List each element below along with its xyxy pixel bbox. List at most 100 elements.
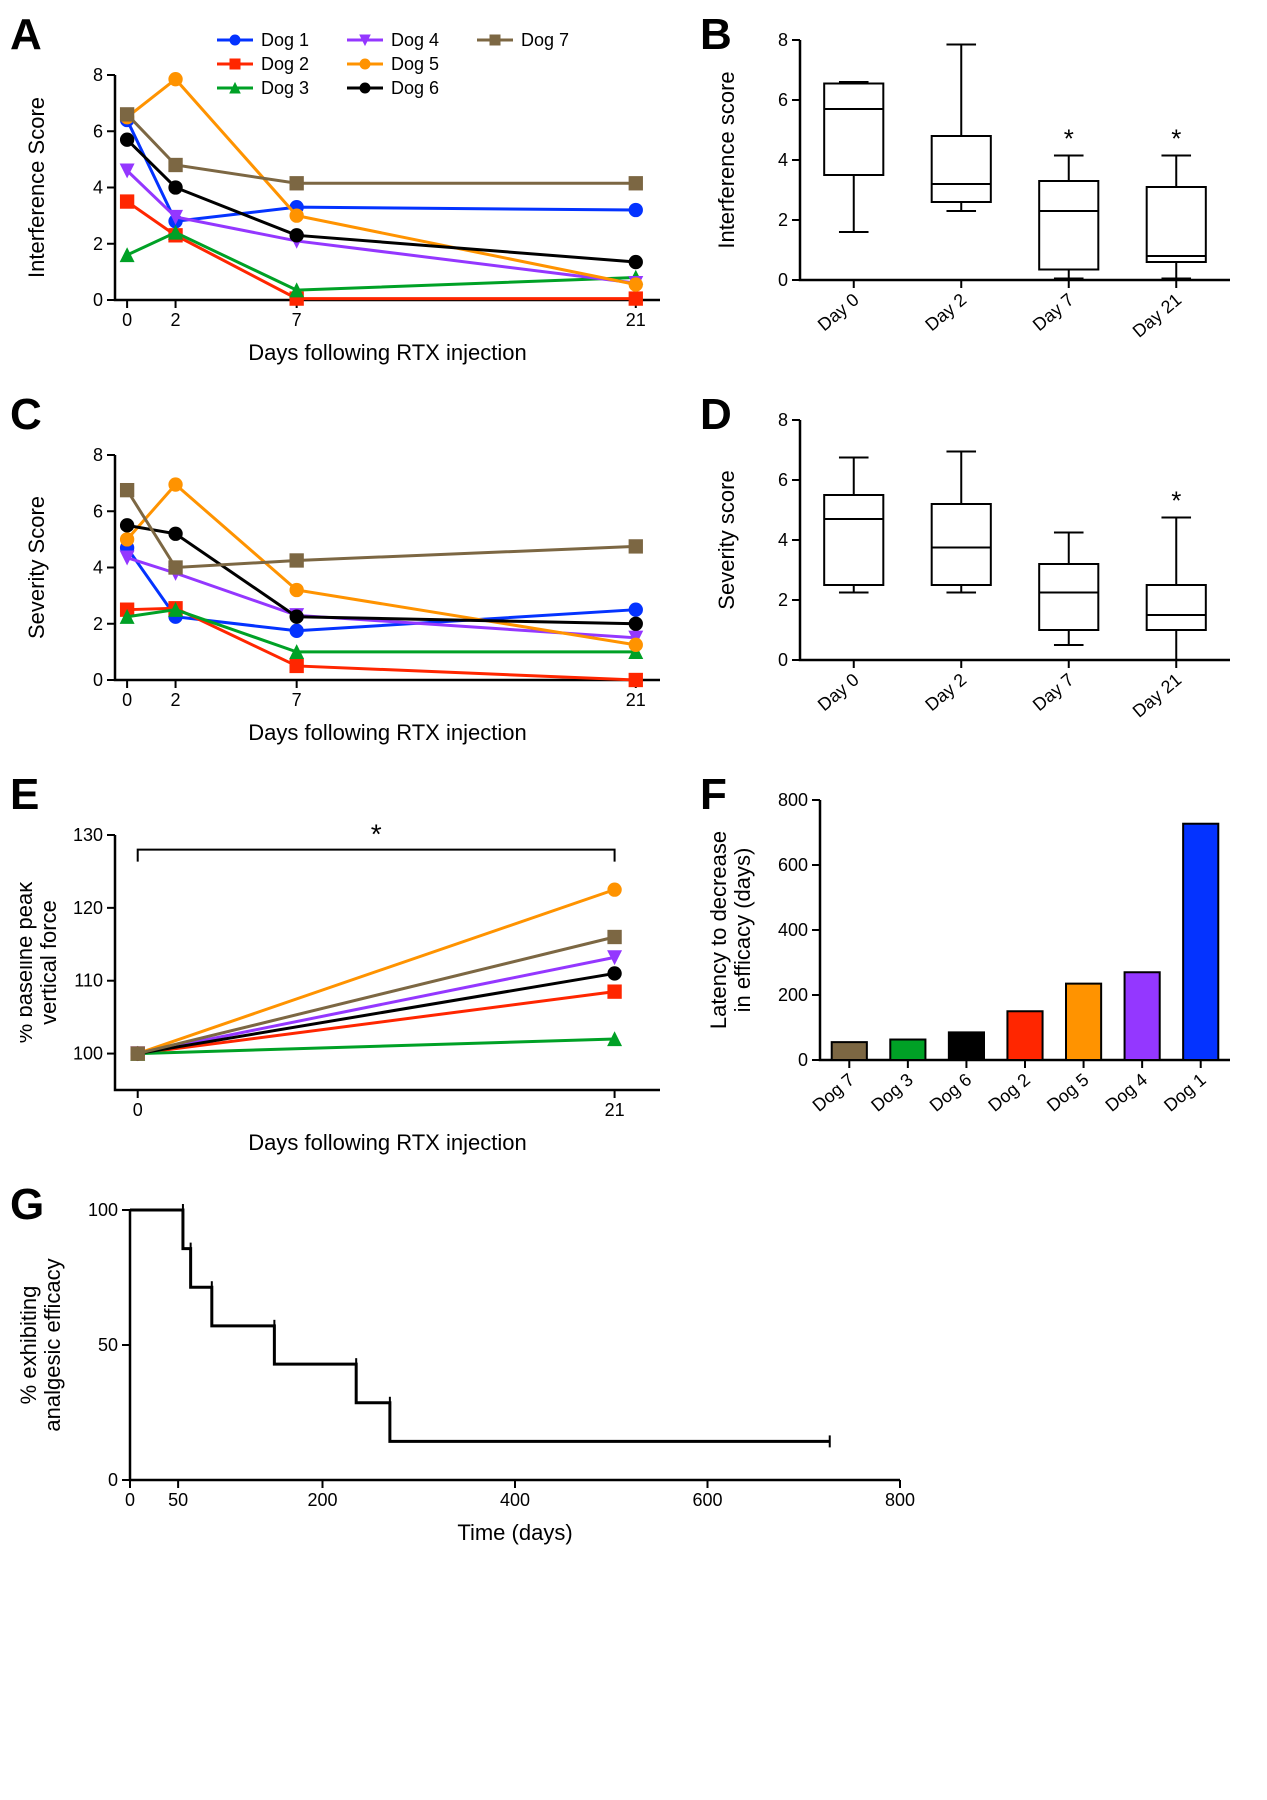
- svg-text:Dog 5: Dog 5: [1043, 1069, 1093, 1115]
- svg-text:Day 0: Day 0: [814, 669, 863, 715]
- panel-f: F 0200400600800Latency to decreasein eff…: [710, 780, 1250, 1160]
- panel-label-e: E: [10, 770, 39, 820]
- svg-text:Latency to decrease: Latency to decrease: [710, 831, 731, 1029]
- svg-text:0: 0: [778, 270, 788, 290]
- svg-text:4: 4: [93, 558, 103, 578]
- svg-text:Dog 2: Dog 2: [984, 1069, 1034, 1115]
- svg-text:Dog 7: Dog 7: [809, 1069, 859, 1115]
- svg-text:7: 7: [292, 690, 302, 710]
- svg-text:7: 7: [292, 310, 302, 330]
- svg-text:4: 4: [93, 178, 103, 198]
- svg-text:Day 21: Day 21: [1129, 289, 1186, 341]
- svg-text:Dog 1: Dog 1: [261, 30, 309, 50]
- svg-text:21: 21: [626, 310, 646, 330]
- svg-text:400: 400: [778, 920, 808, 940]
- svg-text:6: 6: [778, 90, 788, 110]
- svg-text:in efficacy (days): in efficacy (days): [730, 848, 755, 1013]
- svg-text:8: 8: [778, 30, 788, 50]
- chart-e-line: 100 110 120 130 0 21 Days following RTX inject…: [20, 780, 680, 1160]
- svg-text:200: 200: [778, 985, 808, 1005]
- svg-text:Time (days): Time (days): [457, 1520, 572, 1545]
- svg-text:% baseline peak: % baseline peak: [20, 881, 37, 1043]
- svg-text:21: 21: [626, 690, 646, 710]
- svg-text:0: 0: [93, 290, 103, 310]
- svg-text:600: 600: [692, 1490, 722, 1510]
- svg-text:analgesic efficacy: analgesic efficacy: [40, 1258, 65, 1431]
- svg-text:0: 0: [122, 310, 132, 330]
- svg-text:*: *: [371, 819, 382, 850]
- svg-text:2: 2: [93, 234, 103, 254]
- svg-text:Day 7: Day 7: [1029, 669, 1078, 715]
- svg-text:6: 6: [778, 470, 788, 490]
- panel-g: G 050100050200400600800Time (days)% exhi…: [20, 1190, 920, 1550]
- svg-text:0: 0: [798, 1050, 808, 1070]
- panel-label-b: B: [700, 10, 732, 60]
- svg-text:6: 6: [93, 121, 103, 141]
- svg-text:200: 200: [307, 1490, 337, 1510]
- svg-text:120: 120: [73, 898, 103, 918]
- svg-text:Severity score: Severity score: [714, 470, 739, 609]
- svg-text:0: 0: [93, 670, 103, 690]
- svg-text:*: *: [1171, 486, 1181, 516]
- panel-label-a: A: [10, 10, 42, 60]
- svg-text:Day 2: Day 2: [921, 289, 970, 335]
- panel-d: D 02468Severity scoreDay 0Day 2Day 7Day …: [710, 400, 1250, 750]
- svg-text:400: 400: [500, 1490, 530, 1510]
- svg-text:% exhibiting: % exhibiting: [20, 1286, 41, 1405]
- svg-text:Dog 3: Dog 3: [867, 1069, 917, 1115]
- svg-text:100: 100: [73, 1044, 103, 1064]
- svg-text:Dog 1: Dog 1: [1160, 1069, 1210, 1115]
- svg-text:800: 800: [778, 790, 808, 810]
- panel-b: B 02468Interference scoreDay 0Day 2Day 7…: [710, 20, 1250, 370]
- svg-text:0: 0: [133, 1100, 143, 1120]
- svg-text:Dog 4: Dog 4: [391, 30, 439, 50]
- svg-text:0: 0: [122, 690, 132, 710]
- svg-text:110: 110: [74, 971, 103, 991]
- panel-label-f: F: [700, 770, 727, 820]
- chart-b-box: 0 2 4 6 8 Interference score Day 0 Day 2 Day 7 Da…: [710, 20, 1250, 370]
- svg-text:Dog 6: Dog 6: [926, 1069, 976, 1115]
- svg-text:Dog 2: Dog 2: [261, 54, 309, 74]
- svg-text:4: 4: [778, 530, 788, 550]
- panel-label-d: D: [700, 390, 732, 440]
- svg-text:Dog 3: Dog 3: [261, 78, 309, 98]
- svg-text:Days following RTX injection: Days following RTX injection: [248, 1130, 526, 1155]
- svg-text:100: 100: [88, 1200, 118, 1220]
- svg-text:Dog 6: Dog 6: [391, 78, 439, 98]
- svg-text:50: 50: [98, 1335, 118, 1355]
- svg-text:Interference Score: Interference Score: [24, 97, 49, 278]
- chart-a-line: 0246802721Days following RTX injectionIn…: [20, 20, 680, 370]
- svg-text:8: 8: [93, 65, 103, 85]
- svg-text:*: *: [1171, 124, 1181, 154]
- svg-text:21: 21: [605, 1100, 625, 1120]
- chart-f-bar: 0 200 400 600 800 Latency to decreasein effic…: [710, 780, 1250, 1160]
- svg-text:0: 0: [125, 1490, 135, 1510]
- svg-text:50: 50: [168, 1490, 188, 1510]
- svg-text:130: 130: [73, 825, 103, 845]
- svg-text:Days following RTX injection: Days following RTX injection: [248, 720, 526, 745]
- svg-text:Interference score: Interference score: [714, 71, 739, 248]
- svg-text:*: *: [1064, 124, 1074, 154]
- svg-text:Day 0: Day 0: [814, 289, 863, 335]
- svg-text:Day 2: Day 2: [921, 669, 970, 715]
- svg-text:600: 600: [778, 855, 808, 875]
- svg-text:Day 21: Day 21: [1129, 669, 1186, 721]
- svg-text:4: 4: [778, 150, 788, 170]
- panel-a: A 0246802721Days following RTX injection…: [20, 20, 680, 370]
- panel-e: E 100110120130021Days following RTX inje…: [20, 780, 680, 1160]
- chart-d-box: 02468Severity scoreDay 0Day 2Day 7Day 21…: [710, 400, 1250, 750]
- svg-text:Day 7: Day 7: [1029, 289, 1078, 335]
- svg-text:Severity Score: Severity Score: [24, 496, 49, 639]
- svg-text:800: 800: [885, 1490, 915, 1510]
- figure-multipanel: A 0246802721Days following RTX injection…: [20, 20, 1267, 1550]
- svg-text:Dog 4: Dog 4: [1101, 1069, 1151, 1115]
- svg-text:2: 2: [778, 590, 788, 610]
- svg-text:Dog 7: Dog 7: [521, 30, 569, 50]
- svg-text:8: 8: [93, 445, 103, 465]
- svg-text:Days following RTX injection: Days following RTX injection: [248, 340, 526, 365]
- svg-text:2: 2: [171, 690, 181, 710]
- svg-text:2: 2: [778, 210, 788, 230]
- svg-text:vertical force: vertical force: [36, 900, 61, 1025]
- svg-text:2: 2: [93, 614, 103, 634]
- svg-text:8: 8: [778, 410, 788, 430]
